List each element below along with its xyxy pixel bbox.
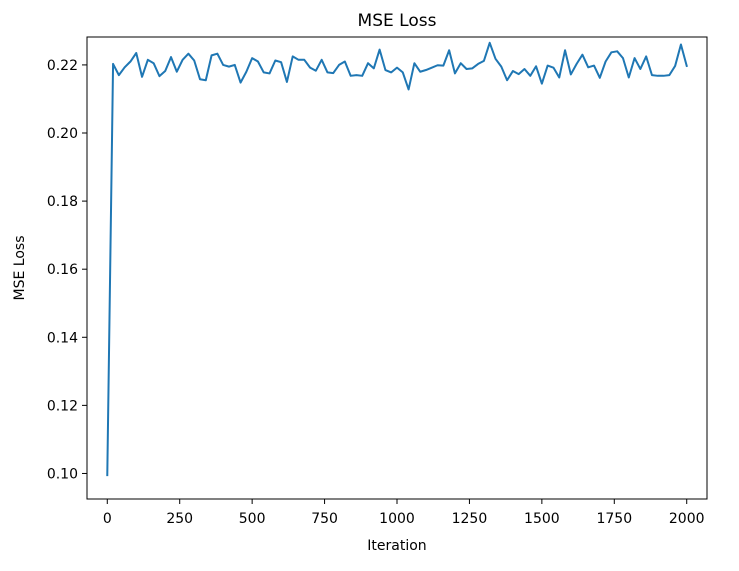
plot-frame [86,36,708,500]
chart-title: MSE Loss [358,11,437,31]
x-tick-label: 1000 [379,511,415,527]
x-tick-label: 1750 [596,511,632,527]
x-axis-label: Iteration [367,538,426,554]
x-tick-label: 1500 [524,511,560,527]
x-tick-label: 2000 [669,511,705,527]
y-tick-label: 0.16 [47,262,78,278]
x-tick-label: 0 [103,511,112,527]
y-tick-label: 0.20 [47,126,78,142]
y-tick-label: 0.10 [47,466,78,482]
y-axis-label: MSE Loss [12,236,28,301]
x-tick-label: 750 [311,511,338,527]
x-tick-label: 500 [239,511,266,527]
loss-series-line [106,41,688,477]
y-tick-label: 0.18 [47,194,78,210]
y-tick-label: 0.22 [47,58,78,74]
x-tick-label: 250 [166,511,193,527]
y-tick-label: 0.12 [47,398,78,414]
x-tick-label: 1250 [452,511,488,527]
y-tick-label: 0.14 [47,330,78,346]
